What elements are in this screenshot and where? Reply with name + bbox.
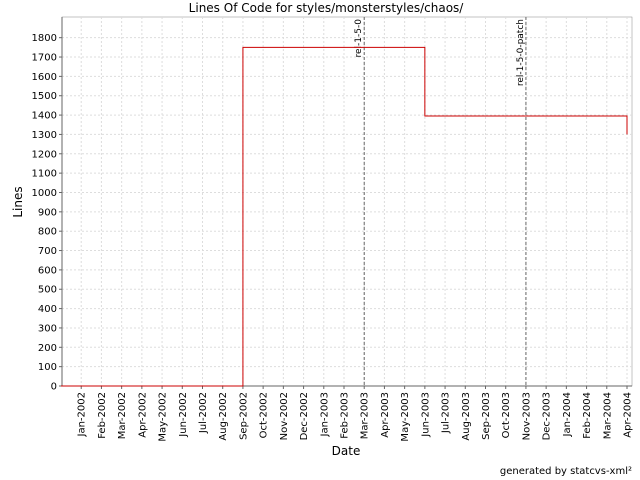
chart-title: Lines Of Code for styles/monsterstyles/c… (189, 1, 465, 15)
x-tick-label: Jan-2003 (319, 392, 330, 437)
y-tick-label: 700 (38, 246, 57, 257)
x-tick-label: Apr-2003 (380, 392, 391, 438)
x-tick-label: Nov-2003 (521, 392, 532, 440)
x-tick-label: Dec-2003 (542, 392, 553, 440)
y-tick-label: 1300 (32, 130, 57, 141)
y-tick-label: 1800 (32, 33, 57, 44)
plot-area (61, 16, 633, 387)
x-tick-label: Jan-2004 (562, 392, 573, 437)
x-tick-label: Jan-2002 (77, 392, 88, 437)
x-tick-label: May-2002 (158, 392, 169, 442)
x-tick-label: Jun-2002 (178, 392, 189, 438)
marker-label: rel-1-5-0 (354, 19, 364, 58)
y-tick-label: 100 (38, 362, 57, 373)
x-tick-label: Jun-2003 (420, 392, 431, 438)
y-tick-label: 0 (51, 382, 57, 393)
x-tick-label: Aug-2002 (218, 392, 229, 441)
marker-label: rel-1-5-0-patch (516, 19, 526, 86)
x-tick-label: Apr-2004 (623, 392, 634, 438)
y-tick-label: 1000 (32, 188, 57, 199)
y-tick-label: 1200 (32, 149, 57, 160)
y-tick-label: 300 (38, 323, 57, 334)
x-tick-label: Dec-2002 (299, 392, 310, 440)
x-tick-label: Aug-2003 (461, 392, 472, 441)
x-tick-label: Sep-2003 (481, 392, 492, 440)
x-tick-label: Feb-2003 (340, 392, 351, 439)
y-tick-label: 1400 (32, 111, 57, 122)
footer: generated by statcvs-xml² (500, 466, 632, 477)
y-tick-label: 400 (38, 304, 57, 315)
y-tick-label: 200 (38, 343, 57, 354)
x-tick-label: Feb-2004 (582, 392, 593, 439)
y-tick-label: 1700 (32, 53, 57, 64)
x-tick-label: Nov-2002 (279, 392, 290, 440)
x-tick-label: Mar-2003 (360, 392, 371, 439)
y-tick-label: 800 (38, 227, 57, 238)
x-tick-label: Oct-2003 (501, 392, 512, 438)
x-axis-label: Date (332, 444, 361, 458)
x-tick-label: Mar-2004 (602, 392, 613, 439)
x-tick-label: Mar-2002 (117, 392, 128, 439)
y-tick-label: 500 (38, 285, 57, 296)
x-tick-label: Apr-2002 (137, 392, 148, 438)
y-tick-label: 1500 (32, 91, 57, 102)
x-tick-label: Jul-2002 (198, 392, 209, 434)
y-tick-label: 600 (38, 265, 57, 276)
x-tick-label: Feb-2002 (97, 392, 108, 439)
y-tick-label: 900 (38, 207, 57, 218)
series-line (61, 46, 628, 387)
y-tick-label: 1100 (32, 169, 57, 180)
x-tick-label: Sep-2002 (238, 392, 249, 440)
x-tick-label: Oct-2002 (259, 392, 270, 438)
x-tick-label: May-2003 (400, 392, 411, 442)
y-tick-label: 1600 (32, 72, 57, 83)
y-axis-label: Lines (11, 186, 25, 217)
x-tick-label: Jul-2003 (441, 392, 452, 434)
